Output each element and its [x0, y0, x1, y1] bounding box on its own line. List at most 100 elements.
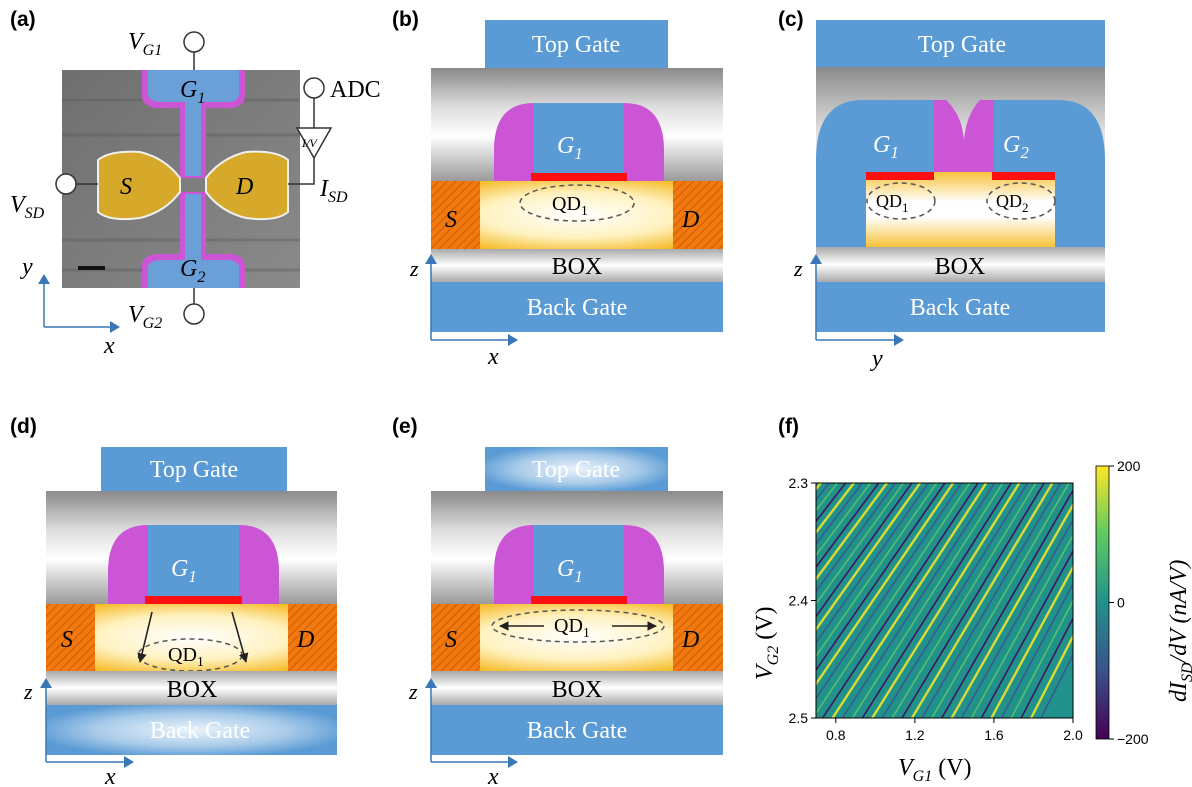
g1-label: G1 — [557, 133, 583, 163]
heatmap-line — [816, 483, 913, 618]
panel-e-label: (e) — [392, 415, 418, 438]
heatmap-line — [816, 483, 864, 546]
axis-z-label: z — [793, 256, 803, 281]
spacer-left — [494, 103, 534, 181]
box-layer — [46, 671, 337, 705]
heatmap-line — [891, 483, 1037, 718]
heatmap-line — [910, 483, 1054, 718]
source-contact — [46, 604, 95, 671]
back-gate — [431, 705, 723, 755]
s-label: S — [120, 174, 132, 200]
heatmap-line — [816, 483, 963, 700]
box-label: BOX — [552, 254, 603, 280]
heatmap-line — [960, 518, 1073, 718]
top-gate — [485, 20, 668, 68]
panel-f: (f) 0.8 1.2 1.6 2.0 2.3 2.4 2.5 VG1 (V) VG2 (… — [752, 415, 1192, 785]
heatmap-line — [841, 483, 996, 718]
gate-g2 — [148, 194, 239, 288]
axis-z-label: z — [23, 679, 33, 704]
heatmap-line — [950, 502, 1073, 718]
box-label: BOX — [167, 677, 218, 703]
spacer-left — [108, 525, 148, 604]
panel-b-label: (b) — [392, 8, 419, 31]
qd2-label: QD2 — [996, 191, 1029, 215]
source-contact — [431, 604, 480, 671]
heatmap-line — [980, 549, 1073, 718]
top-gate-label: Top Gate — [918, 32, 1006, 58]
adc-terminal — [303, 77, 325, 99]
back-gate-label: Back Gate — [527, 718, 628, 744]
panel-d-label: (d) — [10, 415, 37, 438]
heatmap-line — [816, 483, 905, 606]
d-label: D — [681, 207, 699, 233]
qd1-label: QD1 — [876, 191, 909, 215]
x-tick-label: 2.0 — [1063, 727, 1083, 743]
qd-label: QD1 — [168, 644, 204, 670]
heatmap-line — [901, 483, 1046, 718]
top-gate — [101, 447, 287, 491]
axis-y-label: y — [20, 254, 33, 280]
g2-label: G2 — [1003, 132, 1029, 162]
vg1-label: VG1 — [128, 29, 162, 59]
box-layer — [431, 671, 723, 705]
top-gate-label: Top Gate — [532, 32, 620, 58]
colorbar — [1095, 465, 1110, 740]
drain-contact — [673, 181, 723, 249]
vg2-terminal — [183, 303, 205, 325]
heatmap-line — [1020, 616, 1073, 718]
axis-y-label: y — [870, 346, 883, 372]
source-contact — [431, 181, 480, 249]
vg1-terminal — [183, 31, 205, 53]
heatmap-line — [816, 483, 971, 715]
heatmap-line — [870, 483, 1021, 718]
heatmap-line — [851, 483, 1004, 718]
heatmap-line — [816, 483, 880, 569]
qd-label: QD1 — [552, 193, 588, 219]
heatmap-line — [816, 483, 889, 582]
box-label: BOX — [552, 677, 603, 703]
y-tick-label: 2.5 — [789, 710, 809, 726]
s-label: S — [61, 627, 73, 653]
axis-x-label: x — [104, 764, 116, 787]
quantum-dot-2 — [986, 182, 1056, 220]
back-gate-label: Back Gate — [910, 295, 1011, 321]
y-axis-label: VG2 (V) — [752, 606, 782, 680]
d-label: D — [296, 627, 314, 653]
gate-oxide — [531, 173, 627, 181]
y-tick-label: 2.3 — [789, 475, 809, 491]
axis-x-label: x — [487, 764, 499, 787]
drain-contact — [288, 604, 337, 671]
gate-oxide-1 — [866, 172, 934, 180]
spacer-right — [239, 525, 279, 604]
d-label: D — [235, 174, 253, 200]
heatmap-line — [861, 483, 1013, 718]
heatmap-features — [816, 483, 1073, 718]
panel-c-label: (c) — [778, 8, 804, 31]
back-gate-label: Back Gate — [150, 718, 251, 744]
heatmap-line — [816, 483, 938, 658]
gate-g1 — [148, 525, 239, 597]
gate-oxide — [145, 596, 242, 604]
arrow-left — [137, 611, 153, 663]
panel-a-label: (a) — [10, 8, 36, 31]
x-axis-ticks: 0.8 1.2 1.6 2.0 — [826, 718, 1083, 743]
top-gate-label: Top Gate — [150, 457, 238, 483]
heatmap-line — [816, 483, 897, 593]
vsd-terminal — [55, 173, 77, 195]
iv-label: I/V — [301, 136, 318, 150]
quantum-dot — [491, 609, 665, 643]
heatmap-line — [816, 483, 922, 632]
colorbar-tick-label: −200 — [1117, 731, 1149, 747]
box-layer — [816, 247, 1105, 282]
heatmap-line — [1040, 653, 1073, 718]
heatmap-line — [816, 483, 955, 687]
heatmap-line — [1029, 633, 1073, 718]
heatmap-line — [920, 483, 1062, 718]
heatmap-line — [816, 483, 847, 523]
axis-x-label: x — [487, 344, 499, 370]
colorbar-label: dISD/dV (nA/V) — [1166, 560, 1192, 702]
heatmap-line — [1010, 599, 1073, 718]
channel — [866, 172, 1055, 247]
heatmap-line — [990, 564, 1073, 718]
gate-oxide-2 — [992, 172, 1055, 180]
